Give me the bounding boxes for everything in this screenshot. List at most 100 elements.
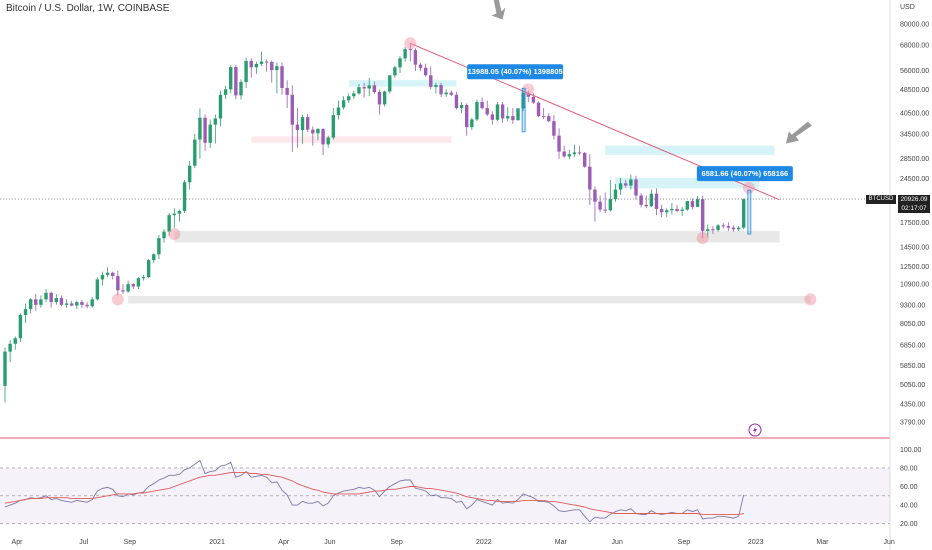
candle-body-131 (675, 208, 679, 211)
candle-body-101 (521, 93, 525, 109)
candle-body-56 (290, 94, 294, 125)
candle-body-88 (454, 94, 459, 109)
candle-body-43 (223, 89, 228, 95)
candle-body-35 (182, 182, 187, 211)
time-tick-13: Jun (883, 539, 894, 546)
candle-body-74 (382, 91, 387, 105)
candle-body-22 (116, 276, 120, 291)
candle-body-48 (249, 60, 253, 68)
candle-body-83 (429, 75, 433, 87)
marker-circle-3 (696, 232, 709, 245)
price-tick-5: 34500.00 (900, 131, 929, 138)
candle-body-85 (439, 85, 443, 95)
candle-body-32 (167, 215, 171, 232)
price-tick-15: 6850.00 (900, 342, 925, 349)
candle-body-115 (593, 189, 597, 202)
time-tick-11: 2023 (748, 539, 764, 546)
candle-body-4 (23, 309, 28, 316)
candle-body-78 (403, 49, 407, 59)
measure-bar-1 (747, 189, 752, 235)
candle-body-63 (326, 137, 330, 145)
candle-body-102 (526, 93, 530, 97)
price-tag: BTCUSD (866, 195, 896, 204)
candle-body-69 (357, 87, 361, 94)
candle-body-110 (567, 154, 571, 157)
candle-body-86 (444, 92, 448, 95)
candle-body-57 (295, 124, 300, 131)
rsi-tick-1: 80.00 (900, 465, 918, 472)
candle-body-13 (69, 303, 74, 306)
candle-body-106 (547, 116, 551, 122)
candle-body-114 (588, 166, 592, 190)
candle-body-141 (726, 226, 731, 228)
candle-body-42 (218, 94, 223, 119)
lightning-icon (748, 423, 762, 437)
candle-body-128 (659, 208, 664, 213)
candle-body-37 (193, 139, 197, 166)
time-tick-0: Apr (12, 539, 24, 546)
time-tick-6: Sep (390, 539, 403, 546)
candle-body-62 (321, 128, 325, 145)
candle-body-10 (54, 298, 58, 303)
drawing-overlays[interactable]: 13988.05 (40.07%) 1398805 6581.66 (40.07%… (0, 0, 890, 439)
candle-body-44 (229, 67, 233, 90)
candle-body-50 (259, 61, 264, 64)
candle-body-14 (75, 302, 79, 306)
price-tick-0: 80000.00 (900, 22, 929, 29)
price-tick-4: 40500.00 (900, 110, 929, 117)
candle-body-31 (162, 231, 166, 239)
price-tick-12: 10900.00 (900, 282, 929, 289)
candle-body-40 (208, 124, 212, 143)
time-tick-2: Sep (124, 539, 137, 546)
price-tick-18: 4350.00 (900, 402, 925, 409)
candle-body-28 (146, 260, 151, 278)
time-tick-7: 2022 (476, 539, 492, 546)
annotation-arrow-1 (785, 121, 812, 144)
candle-body-92 (475, 102, 479, 120)
price-tick-14: 8050.00 (900, 321, 925, 328)
price-tick-19: 3790.00 (900, 420, 925, 427)
candle-body-64 (331, 115, 336, 138)
candle-body-49 (254, 63, 259, 68)
candle-body-118 (608, 199, 613, 211)
rsi-ma-line (4, 472, 744, 515)
time-axis[interactable]: Apr Jul Sep 2021 Apr Jun Sep 2022 Mar Jun Sep 2023 M… (12, 539, 895, 546)
candle-body-36 (187, 165, 192, 183)
candle-body-81 (418, 64, 423, 68)
candle-body-111 (572, 152, 577, 155)
candle-body-16 (85, 304, 89, 307)
marker-circle-4 (742, 181, 755, 194)
candle-body-127 (654, 193, 659, 209)
zone-5 (128, 296, 811, 304)
candle-body-136 (700, 199, 705, 231)
candle-body-38 (198, 117, 202, 140)
candle-body-24 (126, 284, 130, 292)
price-axis[interactable]: 80000.00 68000.00 56000.00 48500.00 40500.00… (889, 0, 929, 550)
candle-body-113 (582, 152, 587, 167)
candlesticks (3, 43, 746, 403)
candle-body-58 (300, 117, 305, 131)
candle-body-144 (742, 199, 746, 228)
candle-body-103 (531, 96, 536, 103)
marker-circle-0 (404, 37, 417, 50)
candle-body-9 (49, 292, 53, 303)
candle-body-45 (234, 67, 238, 96)
candle-body-65 (336, 107, 341, 116)
price-tick-13: 9300.00 (900, 302, 925, 309)
rsi-tick-2: 60.00 (900, 484, 918, 491)
candle-body-17 (90, 299, 94, 307)
candle-body-129 (665, 210, 669, 213)
candle-body-73 (377, 92, 382, 105)
candle-body-33 (172, 213, 176, 216)
candle-body-82 (423, 67, 428, 76)
price-tick-16: 5850.00 (900, 363, 925, 370)
measure-badge-1 (696, 166, 793, 182)
candle-body-18 (95, 279, 100, 300)
price-tick-6: 28500.00 (900, 156, 929, 163)
marker-circle-2 (111, 293, 124, 306)
currency-label: USD (900, 4, 915, 11)
candle-body-116 (598, 201, 602, 210)
candle-body-126 (649, 193, 654, 207)
candle-body-100 (516, 108, 520, 121)
